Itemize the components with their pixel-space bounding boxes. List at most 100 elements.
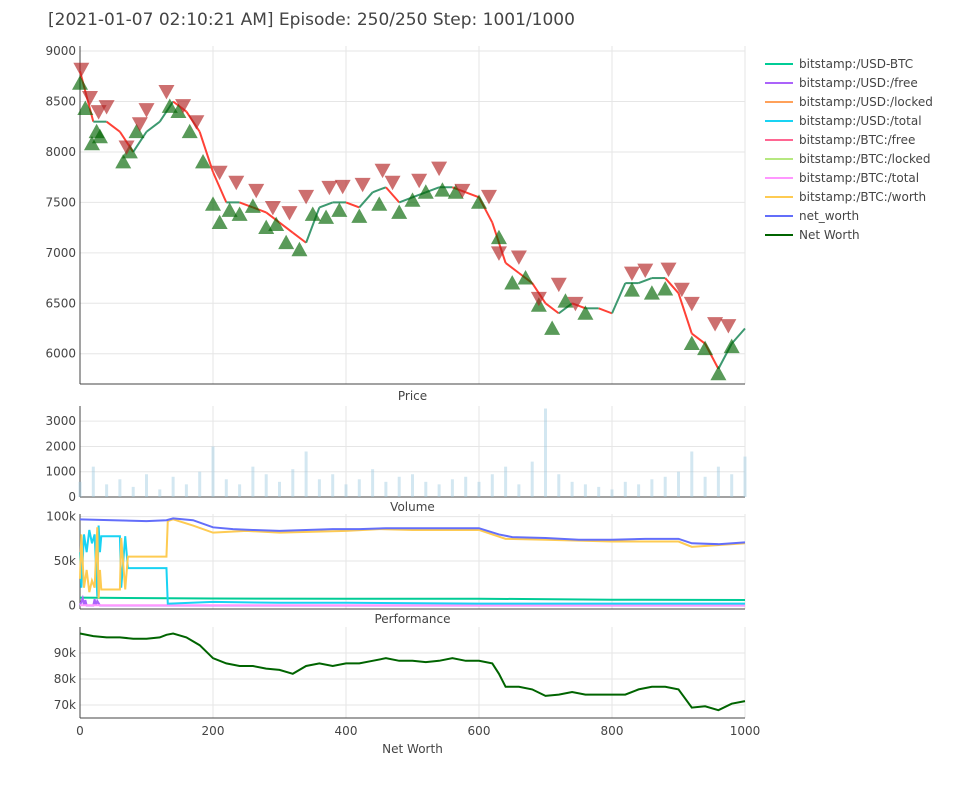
volume-bar — [730, 474, 734, 497]
price-candle — [385, 186, 400, 204]
buy-marker — [318, 209, 335, 224]
price-candle — [598, 307, 613, 315]
legend-label: Net Worth — [799, 228, 860, 242]
buy-marker — [471, 194, 487, 209]
price-candle — [691, 332, 706, 345]
panel-performance: 0 50k 100k Performance — [46, 510, 746, 626]
volume-bar — [411, 474, 414, 497]
price-candle — [278, 221, 294, 234]
legend[interactable]: bitstamp:/USD-BTC bitstamp:/USD:/free bits… — [765, 57, 933, 242]
sell-marker — [321, 180, 338, 196]
sell-marker — [248, 183, 265, 199]
buy-marker — [161, 98, 178, 113]
volume-bar — [78, 481, 82, 497]
y-tick-label: 8000 — [45, 145, 76, 159]
sell-marker — [298, 189, 315, 205]
price-candle — [319, 201, 334, 209]
price-candle — [212, 171, 228, 203]
buy-marker — [181, 123, 198, 139]
volume-bar — [583, 484, 587, 497]
volume-bar — [716, 466, 720, 497]
volume-bar — [450, 479, 454, 497]
sell-marker — [454, 183, 471, 199]
price-candle — [638, 277, 653, 285]
volume-bar — [690, 451, 694, 497]
y-tick-label: 50k — [54, 554, 76, 568]
buy-marker — [351, 208, 368, 223]
legend-item[interactable]: bitstamp:/BTC:/worth — [765, 190, 926, 204]
buy-marker — [643, 285, 660, 300]
volume-bar — [464, 476, 468, 497]
legend-label: bitstamp:/USD:/free — [799, 76, 918, 90]
y-tick-label: 90k — [54, 646, 76, 660]
sell-marker — [480, 189, 497, 205]
series-line-bitstamp-btc-worth — [79, 518, 746, 599]
volume-bar — [251, 466, 255, 497]
buy-marker — [77, 100, 94, 115]
volume-bar — [171, 476, 175, 497]
buy-marker — [115, 154, 132, 169]
buy-marker — [417, 184, 434, 199]
x-tick-label: 800 — [601, 724, 624, 738]
sell-marker — [354, 177, 371, 193]
buy-marker — [170, 103, 187, 118]
legend-item[interactable]: bitstamp:/USD:/free — [765, 76, 918, 90]
buy-marker — [205, 196, 221, 211]
legend-item[interactable]: bitstamp:/BTC:/total — [765, 171, 919, 185]
legend-item[interactable]: bitstamp:/USD-BTC — [765, 57, 913, 71]
price-candle — [292, 231, 307, 244]
volume-bar — [371, 469, 375, 497]
buy-marker — [557, 293, 574, 308]
sell-marker — [81, 91, 98, 106]
panel-subtitle: Price — [398, 389, 427, 403]
panel-volume: 0 1000 2000 3000 Volume — [45, 406, 747, 514]
buy-marker — [710, 365, 727, 381]
volume-bar — [570, 481, 574, 497]
price-candle — [305, 207, 321, 244]
volume-bar — [384, 481, 388, 497]
legend-item[interactable]: bitstamp:/USD:/locked — [765, 95, 933, 109]
volume-bar — [331, 474, 335, 497]
legend-item[interactable]: bitstamp:/BTC:/free — [765, 133, 915, 147]
panels: 6000650070007500800085009000Price0100020… — [45, 44, 760, 756]
legend-item[interactable]: bitstamp:/USD:/total — [765, 114, 922, 128]
volume-bar — [397, 476, 401, 497]
price-candle — [664, 277, 680, 294]
legend-item[interactable]: net_worth — [765, 209, 859, 223]
legend-label: bitstamp:/BTC:/locked — [799, 152, 930, 166]
sell-marker — [158, 85, 175, 100]
volume-bar — [424, 481, 428, 497]
buy-marker — [128, 123, 145, 139]
volume-bar — [490, 474, 494, 497]
y-tick-label: 7500 — [45, 195, 76, 209]
buy-marker — [683, 335, 700, 351]
volume-bar — [91, 466, 95, 497]
y-tick-label: 2000 — [45, 439, 76, 453]
panel-subtitle: Net Worth — [382, 742, 443, 756]
volume-bar — [198, 471, 202, 497]
buy-marker — [723, 338, 740, 354]
volume-bar — [184, 484, 188, 497]
buy-marker — [504, 275, 521, 290]
buy-marker — [371, 196, 388, 211]
legend-item[interactable]: bitstamp:/BTC:/locked — [765, 152, 930, 166]
legend-label: bitstamp:/BTC:/worth — [799, 190, 926, 204]
series-line-net-worth — [79, 632, 746, 712]
volume-bar — [544, 408, 547, 497]
buy-marker — [657, 281, 674, 296]
volume-bar — [238, 484, 242, 497]
y-tick-label: 6000 — [45, 347, 76, 361]
volume-bar — [211, 446, 215, 497]
volume-bar — [278, 481, 281, 497]
buy-marker — [291, 241, 308, 257]
price-candle — [358, 191, 374, 209]
x-tick-label: 0 — [76, 724, 84, 738]
volume-bar — [743, 456, 747, 497]
buy-marker — [490, 229, 507, 245]
volume-bar — [158, 489, 162, 497]
sell-marker — [550, 277, 567, 293]
legend-label: bitstamp:/USD-BTC — [799, 57, 913, 71]
buy-marker — [304, 206, 321, 221]
legend-item[interactable]: Net Worth — [765, 228, 860, 242]
buy-marker — [121, 143, 138, 159]
